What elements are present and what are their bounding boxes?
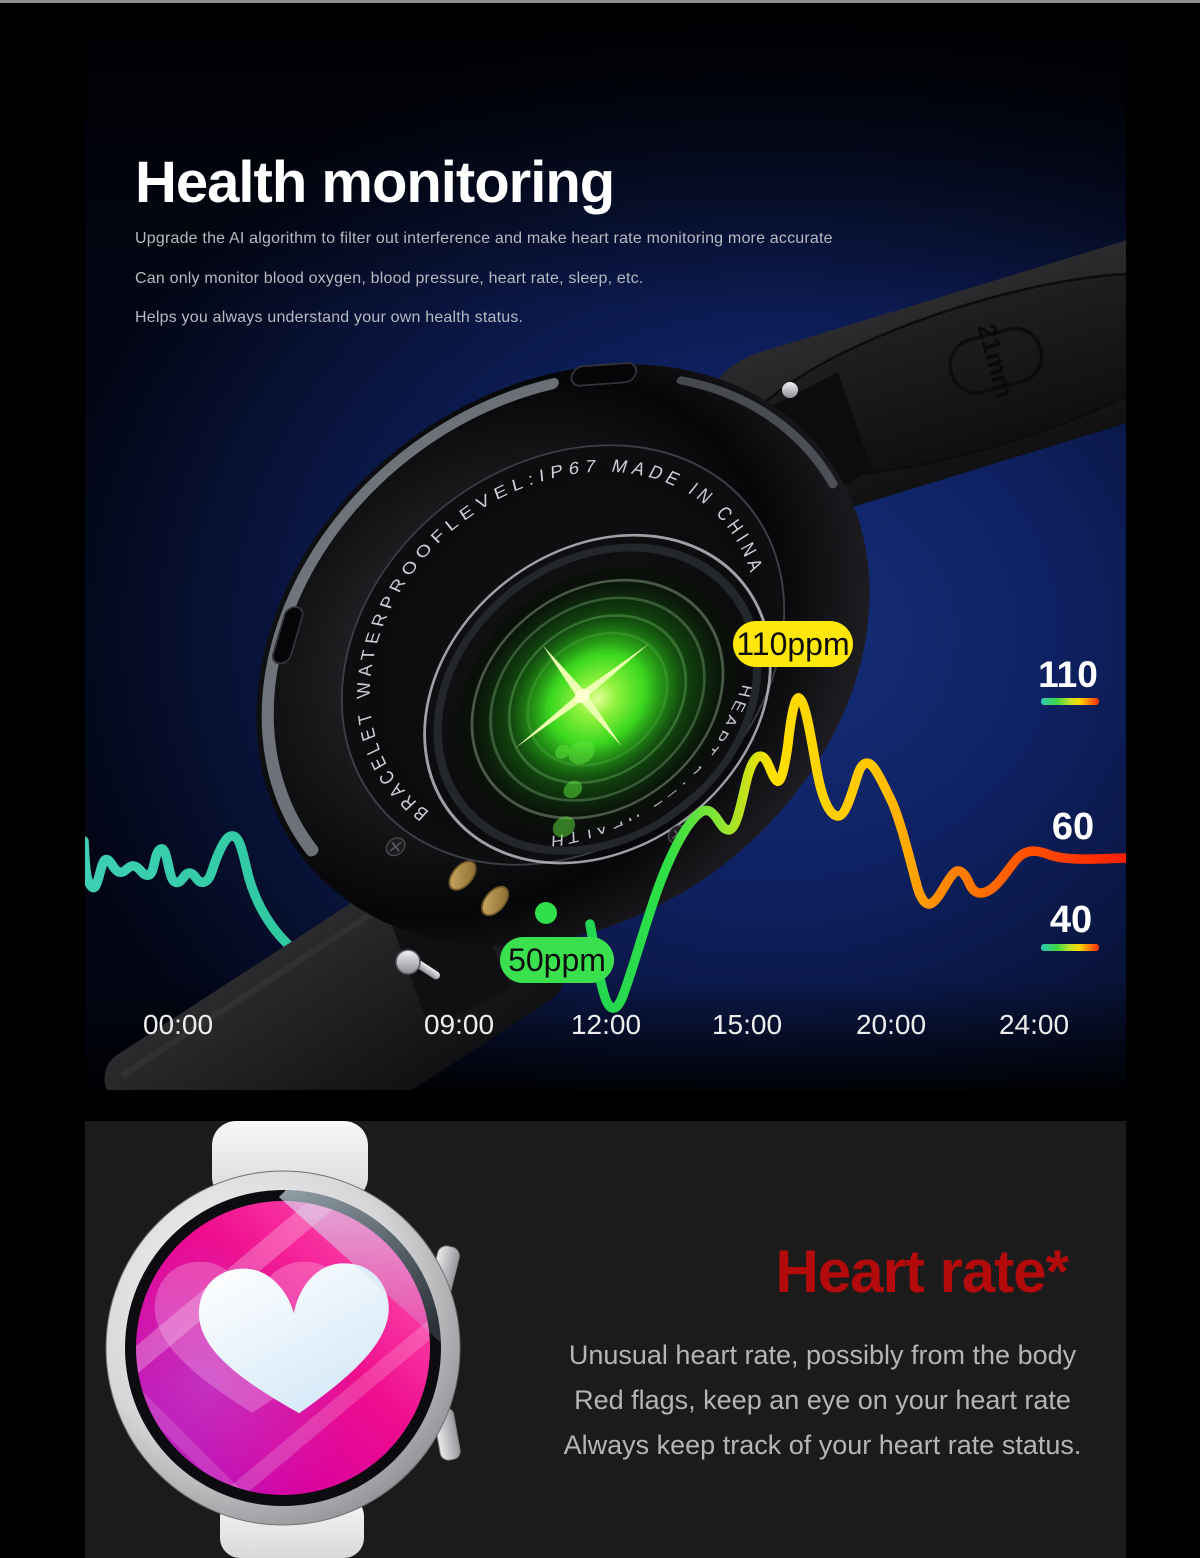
health-monitoring-section: 21mm BRACELET WATE — [85, 3, 1126, 1090]
side-button-slot — [570, 362, 638, 387]
strap-buckle-pin — [395, 949, 421, 975]
badge-50ppm: 50ppm — [500, 937, 614, 983]
heart-rate-line-1: Unusual heart rate, possibly from the bo… — [568, 1340, 1077, 1370]
section-title: Heart rate* — [775, 1238, 1069, 1305]
heart-rate-text-block: Unusual heart rate, possibly from the bo… — [560, 1333, 1085, 1468]
heart-rate-wave-right — [585, 693, 1126, 1013]
side-button-slot-2 — [271, 606, 304, 665]
sensor-green-glow — [439, 549, 756, 849]
low-point-marker-dot — [535, 902, 557, 924]
watch-back-strap-top: 21mm — [698, 226, 1126, 524]
x-axis-label: 15:00 — [711, 1009, 783, 1040]
gradient-bar-40 — [1041, 944, 1099, 951]
sensor-ring-bright — [423, 533, 772, 865]
y-axis-label-60: 60 — [1051, 806, 1095, 848]
heart-rate-wave-left — [85, 831, 315, 969]
x-axis-label: 20:00 — [855, 1009, 927, 1040]
watch-back-and-chart-illustration: 21mm BRACELET WATE — [85, 226, 1126, 1090]
x-axis-label: 12:00 — [570, 1009, 642, 1040]
sensor-lens-flare — [552, 739, 595, 838]
heart-rate-line-3: Always keep track of your heart rate sta… — [563, 1430, 1082, 1460]
gradient-bar-110 — [1041, 698, 1099, 705]
charging-contact-1 — [448, 860, 477, 891]
hero-paragraph-3: Helps you always understand your own hea… — [135, 309, 524, 326]
section-title: Health monitoring — [135, 150, 615, 215]
top-border-line — [0, 0, 1200, 3]
heart-rate-line-2: Red flags, keep an eye on your heart rat… — [574, 1385, 1071, 1415]
heart-rate-section: Heart rate* Unusual heart rate, possibly… — [85, 1121, 1126, 1558]
x-axis-label: 09:00 — [423, 1009, 495, 1040]
x-axis-label: 24:00 — [998, 1009, 1070, 1040]
sensor-star-sparkle — [515, 643, 650, 749]
y-axis-label-110: 110 — [1038, 654, 1098, 695]
hero-paragraph-1: Upgrade the AI algorithm to filter out i… — [135, 230, 833, 247]
x-axis-label: 00:00 — [142, 1009, 214, 1040]
charging-contact-2 — [481, 885, 510, 917]
watch-front-illustration — [105, 1121, 461, 1558]
badge-110ppm: 110ppm — [733, 621, 853, 667]
hero-paragraph-2: Can only monitor blood oxygen, blood pre… — [135, 270, 644, 287]
case-highlight-arc — [261, 378, 559, 857]
watch-back-body: BRACELET WATERPROOFLEVEL:IP67 MADE IN CH… — [256, 362, 870, 946]
strap-pin — [782, 382, 798, 398]
y-axis-label-40: 40 — [1049, 899, 1093, 941]
